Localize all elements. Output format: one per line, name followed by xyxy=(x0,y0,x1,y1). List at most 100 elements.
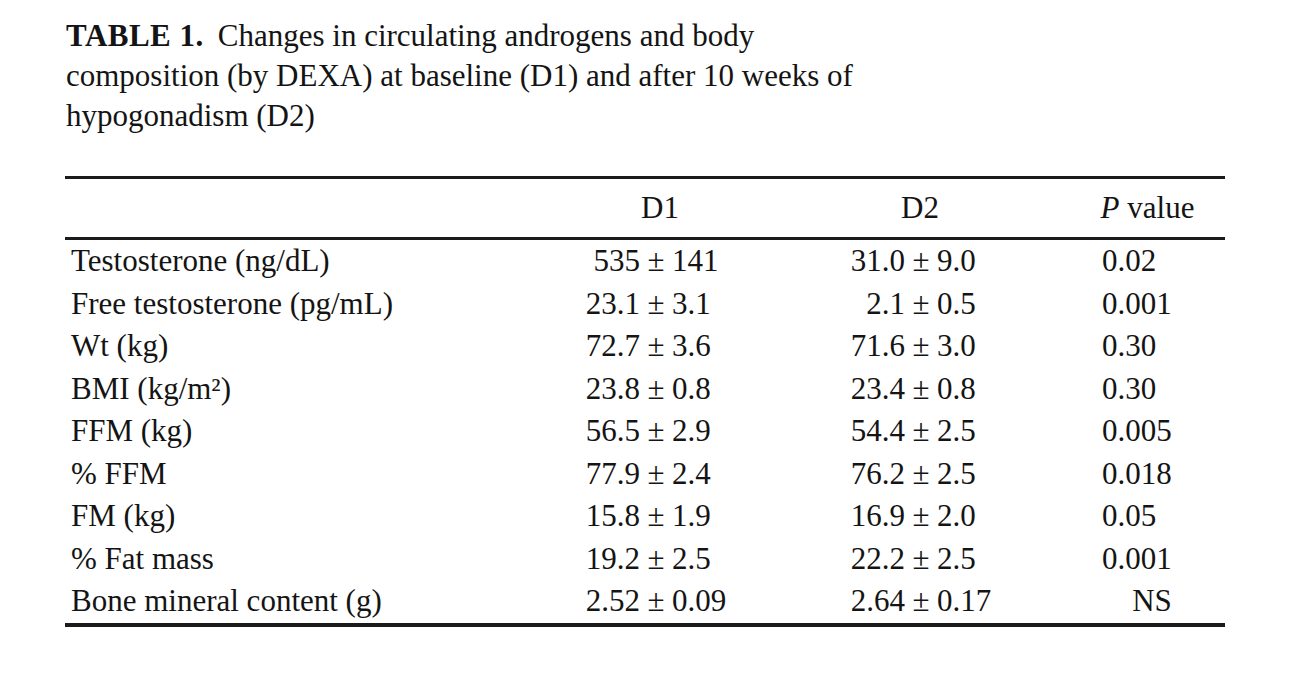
d1-error: 1.9 xyxy=(672,498,765,534)
table-row: FFM (kg) 56.5±2.9 54.4±2.5 0.005 xyxy=(65,410,1225,453)
plus-minus-sign: ± xyxy=(640,498,672,534)
caption-label: TABLE 1. xyxy=(66,18,204,53)
d1-error: 2.5 xyxy=(672,541,765,577)
d1-cell: 23.1±3.1 xyxy=(505,286,765,322)
d1-cell: 72.7±3.6 xyxy=(505,328,765,364)
d2-value: 31.0 xyxy=(765,243,905,279)
d2-value: 16.9 xyxy=(765,498,905,534)
p-value-cell: 0.30 xyxy=(1030,328,1225,364)
p-value-cell: 0.05 xyxy=(1030,498,1225,534)
plus-minus-sign: ± xyxy=(640,371,672,407)
d1-value: 77.9 xyxy=(505,456,640,492)
p-value: 0.001 xyxy=(1102,541,1202,577)
p-value-cell: 0.005 xyxy=(1030,413,1225,449)
d2-error: 2.0 xyxy=(937,498,1030,534)
column-header-p-value: P value xyxy=(1030,190,1225,226)
p-value-cell: NS xyxy=(1030,583,1225,619)
d1-error: 141 xyxy=(672,243,765,279)
d2-value: 76.2 xyxy=(765,456,905,492)
p-value-cell: 0.30 xyxy=(1030,371,1225,407)
d1-value: 56.5 xyxy=(505,413,640,449)
table-header-row: D1 D2 P value xyxy=(65,179,1225,237)
caption-line-3: hypogonadism (D2) xyxy=(66,96,1216,136)
p-value: 0.018 xyxy=(1102,456,1202,492)
d1-error: 3.6 xyxy=(672,328,765,364)
d2-error: 2.5 xyxy=(937,456,1030,492)
d2-cell: 31.0±9.0 xyxy=(765,243,1030,279)
table-caption: TABLE 1. Changes in circulating androgens… xyxy=(66,16,1216,136)
d1-value: 19.2 xyxy=(505,541,640,577)
p-value: 0.001 xyxy=(1102,286,1202,322)
d2-error: 2.5 xyxy=(937,541,1030,577)
p-value: 0.05 xyxy=(1102,498,1202,534)
p-value: 0.005 xyxy=(1102,413,1202,449)
d2-error: 9.0 xyxy=(937,243,1030,279)
plus-minus-sign: ± xyxy=(905,413,937,449)
d1-error: 0.8 xyxy=(672,371,765,407)
d1-error: 0.09 xyxy=(672,583,765,619)
data-table: D1 D2 P value Testosterone (ng/dL) 535±1… xyxy=(65,176,1225,627)
row-label: Testosterone (ng/dL) xyxy=(65,243,505,279)
paper-page: TABLE 1. Changes in circulating androgens… xyxy=(0,0,1300,688)
d1-cell: 19.2±2.5 xyxy=(505,541,765,577)
d1-cell: 2.52±0.09 xyxy=(505,583,765,619)
plus-minus-sign: ± xyxy=(640,541,672,577)
d2-value: 22.2 xyxy=(765,541,905,577)
row-label: FFM (kg) xyxy=(65,413,505,449)
plus-minus-sign: ± xyxy=(905,286,937,322)
d1-value: 23.8 xyxy=(505,371,640,407)
caption-line-1: TABLE 1. Changes in circulating androgens… xyxy=(66,16,1216,56)
plus-minus-sign: ± xyxy=(905,243,937,279)
d1-cell: 15.8±1.9 xyxy=(505,498,765,534)
row-label: BMI (kg/m²) xyxy=(65,371,505,407)
row-label: % FFM xyxy=(65,456,505,492)
plus-minus-sign: ± xyxy=(640,243,672,279)
d2-cell: 71.6±3.0 xyxy=(765,328,1030,364)
table-row: % FFM 77.9±2.4 76.2±2.5 0.018 xyxy=(65,453,1225,496)
d2-cell: 22.2±2.5 xyxy=(765,541,1030,577)
d1-value: 15.8 xyxy=(505,498,640,534)
d2-value: 23.4 xyxy=(765,371,905,407)
plus-minus-sign: ± xyxy=(640,286,672,322)
d2-error: 3.0 xyxy=(937,328,1030,364)
plus-minus-sign: ± xyxy=(905,541,937,577)
p-value-cell: 0.001 xyxy=(1030,286,1225,322)
plus-minus-sign: ± xyxy=(905,371,937,407)
d1-value: 72.7 xyxy=(505,328,640,364)
p-value-cell: 0.02 xyxy=(1030,243,1225,279)
rule-bottom xyxy=(65,623,1225,627)
plus-minus-sign: ± xyxy=(640,456,672,492)
d1-error: 2.9 xyxy=(672,413,765,449)
table-row: Bone mineral content (g) 2.52±0.09 2.64±… xyxy=(65,580,1225,623)
plus-minus-sign: ± xyxy=(905,328,937,364)
plus-minus-sign: ± xyxy=(905,583,937,619)
row-label: Bone mineral content (g) xyxy=(65,583,505,619)
plus-minus-sign: ± xyxy=(640,328,672,364)
d2-cell: 23.4±0.8 xyxy=(765,371,1030,407)
d1-value: 23.1 xyxy=(505,286,640,322)
column-header-d1: D1 xyxy=(505,190,765,226)
d2-cell: 2.64±0.17 xyxy=(765,583,1030,619)
d1-cell: 56.5±2.9 xyxy=(505,413,765,449)
table-row: % Fat mass 19.2±2.5 22.2±2.5 0.001 xyxy=(65,538,1225,581)
d2-cell: 16.9±2.0 xyxy=(765,498,1030,534)
d2-value: 2.64 xyxy=(765,583,905,619)
d2-value: 71.6 xyxy=(765,328,905,364)
p-value: NS xyxy=(1102,583,1202,619)
d2-error: 0.5 xyxy=(937,286,1030,322)
table-row: Free testosterone (pg/mL) 23.1±3.1 2.1±0… xyxy=(65,283,1225,326)
caption-text-1: Changes in circulating androgens and bod… xyxy=(218,18,754,53)
d2-cell: 2.1±0.5 xyxy=(765,286,1030,322)
plus-minus-sign: ± xyxy=(640,583,672,619)
table-body: Testosterone (ng/dL) 535±141 31.0±9.0 0.… xyxy=(65,240,1225,623)
p-header-italic: P xyxy=(1101,190,1120,225)
table-row: FM (kg) 15.8±1.9 16.9±2.0 0.05 xyxy=(65,495,1225,538)
p-value-cell: 0.018 xyxy=(1030,456,1225,492)
plus-minus-sign: ± xyxy=(640,413,672,449)
table-row: Wt (kg) 72.7±3.6 71.6±3.0 0.30 xyxy=(65,325,1225,368)
plus-minus-sign: ± xyxy=(905,456,937,492)
d1-error: 3.1 xyxy=(672,286,765,322)
d2-value: 54.4 xyxy=(765,413,905,449)
p-value-cell: 0.001 xyxy=(1030,541,1225,577)
d2-cell: 76.2±2.5 xyxy=(765,456,1030,492)
